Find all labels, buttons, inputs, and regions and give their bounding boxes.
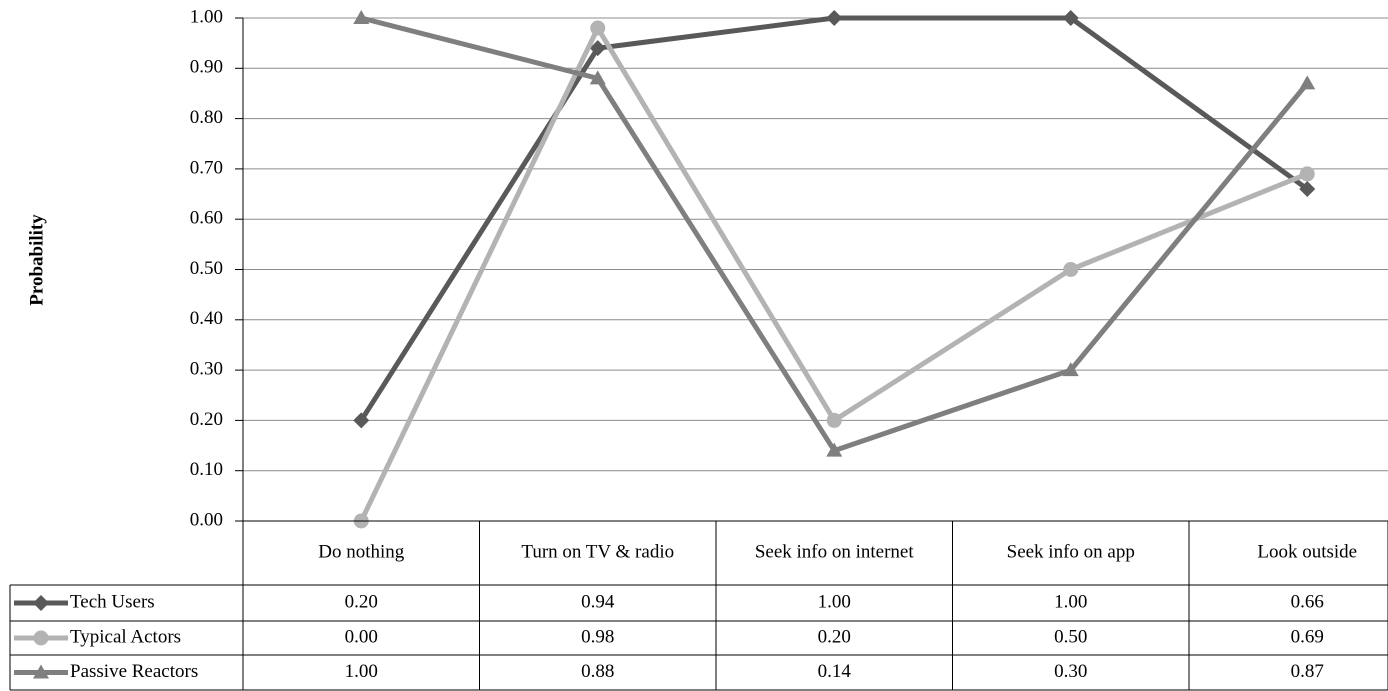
y-tick-label: 0.00	[190, 509, 223, 530]
table-value: 0.94	[581, 591, 615, 612]
data-point	[590, 20, 606, 36]
data-point	[1299, 75, 1316, 90]
table-value: 0.20	[818, 626, 851, 647]
data-point	[353, 10, 370, 24]
data-point	[826, 442, 843, 457]
x-tick-label: Turn on TV & radio	[521, 541, 674, 562]
table-value: 0.87	[1291, 661, 1324, 682]
legend-label: Typical Actors	[70, 626, 181, 647]
table-value: 1.00	[1054, 591, 1087, 612]
table-value: 0.66	[1291, 591, 1324, 612]
y-tick-label: 1.00	[190, 6, 223, 27]
data-point	[826, 412, 842, 428]
x-tick-label: Do nothing	[318, 541, 405, 562]
x-tick-label: Look outside	[1257, 541, 1357, 562]
y-axis-title: Probability	[26, 214, 47, 306]
table-value: 0.98	[581, 626, 614, 647]
data-point	[1062, 10, 1079, 26]
y-tick-label: 0.20	[190, 409, 223, 430]
y-tick-label: 0.90	[190, 57, 223, 78]
x-tick-label: Seek info on app	[1007, 541, 1135, 562]
data-point	[1063, 262, 1079, 277]
data-point	[1299, 181, 1316, 198]
legend-marker	[33, 664, 49, 679]
table-value: 0.50	[1054, 626, 1087, 647]
table-value: 0.20	[345, 591, 378, 612]
x-tick-label: Seek info on internet	[755, 541, 915, 562]
table-value: 0.30	[1054, 661, 1087, 682]
y-tick-label: 0.40	[190, 308, 223, 329]
legend-label: Tech Users	[70, 591, 155, 612]
legend-marker	[33, 630, 49, 646]
data-point	[826, 10, 843, 26]
table-value: 1.00	[345, 661, 378, 682]
y-tick-label: 0.50	[190, 258, 223, 279]
legend-label: Passive Reactors	[70, 661, 198, 682]
y-tick-label: 0.30	[190, 358, 223, 379]
data-point	[1299, 166, 1315, 182]
table-value: 1.00	[818, 591, 851, 612]
y-tick-label: 0.60	[190, 208, 223, 229]
data-point	[589, 40, 606, 57]
y-tick-label: 0.80	[190, 107, 223, 128]
table-value: 0.69	[1291, 626, 1324, 647]
data-point	[353, 412, 370, 429]
table-value: 0.88	[581, 661, 614, 682]
table-value: 0.14	[818, 661, 852, 682]
legend-marker	[33, 595, 49, 611]
data-point	[589, 70, 606, 85]
data-point	[1062, 362, 1079, 377]
y-tick-label: 0.10	[190, 459, 223, 480]
y-tick-label: 0.70	[190, 157, 223, 178]
series-line	[360, 15, 1310, 454]
table-value: 0.00	[345, 626, 378, 647]
